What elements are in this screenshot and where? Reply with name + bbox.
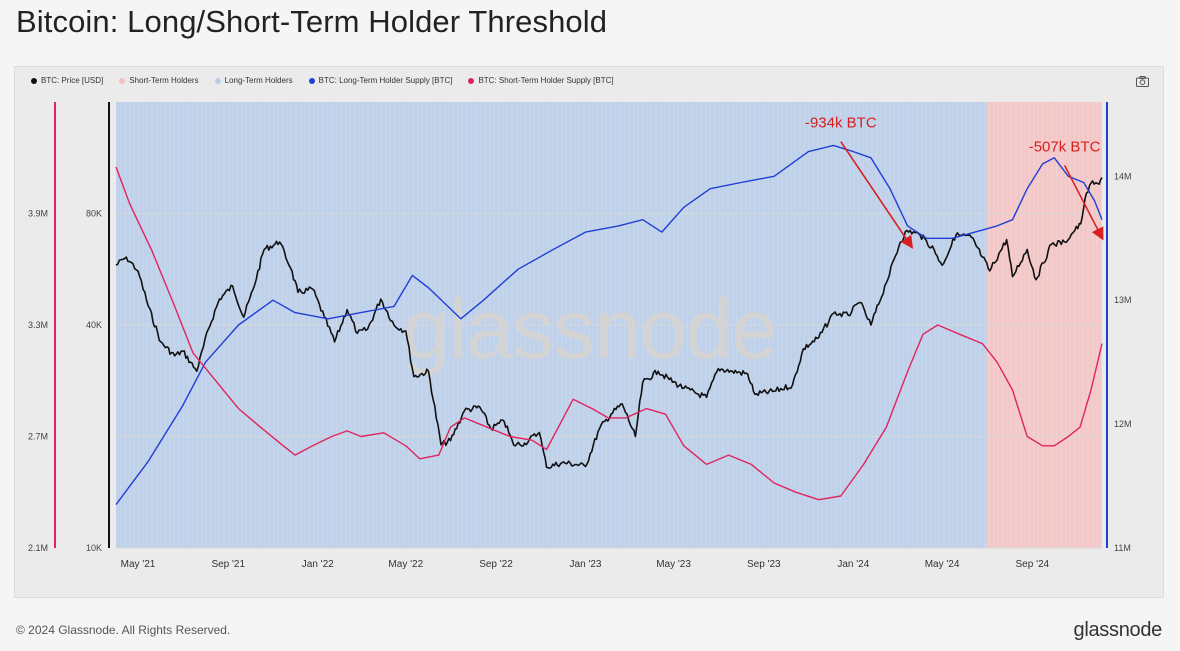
footer-logo: glassnode (1073, 619, 1163, 641)
legend-swatch (214, 77, 221, 84)
y-tick-price: 40K (86, 320, 102, 330)
y-tick-lth: 14M (1114, 171, 1132, 181)
y-tick-lth: 13M (1114, 295, 1132, 305)
y-tick-sth: 3.3M (28, 320, 48, 330)
watermark: glassnode (403, 282, 777, 376)
legend-item[interactable]: BTC: Short-Term Holder Supply [BTC] (468, 76, 614, 85)
x-tick: Jan '23 (570, 559, 602, 570)
lth-supply-line (115, 144, 1103, 506)
legend-label: BTC: Short-Term Holder Supply [BTC] (478, 76, 614, 85)
legend-label: BTC: Price [USD] (41, 76, 104, 85)
legend-swatch (468, 77, 475, 84)
page-title: Bitcoin: Long/Short-Term Holder Threshol… (16, 4, 608, 39)
annotation-arrow (1063, 165, 1104, 241)
x-tick: Sep '21 (211, 559, 245, 570)
legend-swatch (119, 77, 126, 84)
x-tick: Sep '22 (479, 559, 513, 570)
legend-swatch (308, 77, 315, 84)
x-tick: Sep '24 (1016, 559, 1050, 570)
annotation-label: -507k BTC (1029, 138, 1101, 155)
y-tick-price: 10K (86, 543, 102, 553)
x-tick: May '21 (121, 559, 156, 570)
camera-icon[interactable] (1136, 76, 1149, 87)
legend-item[interactable]: BTC: Price [USD] (31, 76, 103, 85)
sth-supply-line (115, 166, 1103, 501)
legend-item[interactable]: Short-Term Holders (119, 76, 199, 85)
x-tick: May '24 (925, 559, 960, 570)
legend-label: BTC: Long-Term Holder Supply [BTC] (318, 76, 453, 85)
y-tick-sth: 2.7M (28, 432, 48, 442)
x-tick: Sep '23 (747, 559, 781, 570)
x-tick: May '23 (656, 559, 691, 570)
legend: BTC: Price [USD] Short-Term Holders Long-T… (31, 76, 614, 85)
x-tick: Jan '24 (837, 559, 869, 570)
y-tick-sth: 2.1M (28, 543, 48, 553)
legend-swatch (31, 77, 37, 84)
legend-label: Short-Term Holders (129, 76, 199, 85)
annotation-label: -934k BTC (805, 115, 877, 132)
y-tick-lth: 11M (1114, 543, 1131, 553)
legend-label: Long-Term Holders (224, 76, 293, 85)
y-tick-price: 80K (86, 209, 102, 219)
x-tick: Jan '22 (302, 559, 334, 570)
annotation-arrow (840, 141, 914, 249)
y-tick-lth: 12M (1114, 419, 1132, 429)
legend-item[interactable]: BTC: Long-Term Holder Supply [BTC] (308, 76, 453, 85)
price-line (115, 177, 1103, 469)
y-tick-sth: 3.9M (28, 209, 48, 219)
legend-item[interactable]: Long-Term Holders (214, 76, 293, 85)
footer-copyright: © 2024 Glassnode. All Rights Reserved. (16, 623, 231, 637)
x-tick: May '22 (388, 559, 423, 570)
